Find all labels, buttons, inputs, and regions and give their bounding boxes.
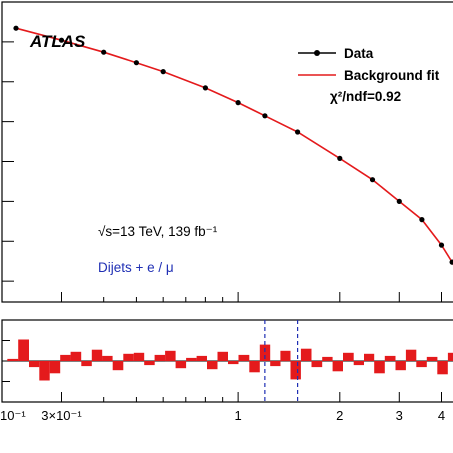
- residual-bar: [29, 361, 40, 368]
- residual-bar: [447, 352, 453, 361]
- main-panel: ATLAS Data Background fit χ²/ndf=0.92 √s…: [1, 1, 453, 303]
- energy-lumi-label: √s=13 TeV, 139 fb⁻¹: [98, 224, 218, 239]
- residual-bars: [7, 339, 453, 381]
- residual-bar: [165, 350, 176, 362]
- residual-bar: [416, 361, 427, 368]
- residual-bar: [81, 361, 92, 367]
- residual-bar: [175, 361, 187, 369]
- residual-bar: [207, 361, 218, 370]
- residual-bar: [154, 354, 166, 361]
- residual-bar: [343, 352, 354, 361]
- x-tick-labels: 10⁻¹ 3×10⁻¹ 1 2 3 4: [0, 408, 445, 423]
- data-point: [396, 198, 402, 204]
- main-y-ticks: [2, 1, 14, 282]
- residual-bar: [217, 351, 228, 361]
- legend-data-marker: [314, 50, 320, 56]
- x-tick-label: 3×10⁻¹: [41, 408, 82, 423]
- legend-data-label: Data: [344, 46, 374, 61]
- legend: Data Background fit χ²/ndf=0.92: [298, 46, 440, 104]
- data-point: [438, 242, 445, 248]
- residual-bar: [18, 339, 29, 361]
- residual-bar: [437, 361, 448, 375]
- residual-bar: [91, 349, 103, 361]
- residual-bar: [300, 348, 312, 361]
- data-point: [202, 85, 208, 91]
- residual-bar: [186, 357, 197, 361]
- main-panel-frame: [1, 1, 453, 303]
- data-point: [133, 60, 139, 66]
- residual-bar: [238, 354, 250, 361]
- residual-bar: [374, 361, 385, 374]
- residual-bar: [270, 361, 281, 367]
- x-tick-label: 10⁻¹: [0, 408, 26, 423]
- data-point: [235, 100, 241, 106]
- residual-bar: [353, 361, 364, 366]
- residual-bar: [384, 355, 396, 361]
- background-fit-curve: [15, 27, 453, 266]
- legend-fit-label: Background fit: [344, 68, 440, 83]
- residual-bar: [7, 358, 19, 361]
- residual-bar: [249, 361, 260, 373]
- data-point: [419, 217, 425, 223]
- residual-bar: [280, 350, 291, 362]
- x-tick-label: 2: [336, 408, 343, 423]
- residual-x-ticks: [60, 392, 442, 402]
- residual-bar: [259, 344, 271, 361]
- residual-bar: [311, 361, 323, 368]
- data-point: [58, 37, 65, 43]
- residual-bar: [228, 361, 239, 365]
- residual-bar: [290, 361, 301, 380]
- sample-label: Dijets + e / μ: [98, 260, 174, 275]
- residual-bar: [426, 356, 438, 361]
- residual-bar: [49, 361, 61, 374]
- residual-bar: [123, 353, 134, 361]
- legend-chi2: χ²/ndf=0.92: [330, 89, 401, 104]
- residual-bar: [196, 355, 207, 361]
- data-point: [449, 259, 453, 265]
- residual-bar: [144, 361, 155, 366]
- data-point: [262, 113, 268, 119]
- experiment-label: ATLAS: [29, 32, 86, 51]
- residual-bar: [405, 349, 417, 361]
- residual-bar: [322, 356, 333, 361]
- data-point: [13, 25, 19, 31]
- data-point: [369, 177, 376, 183]
- residual-bar: [364, 353, 375, 361]
- data-point: [295, 129, 301, 135]
- data-point: [101, 49, 107, 55]
- residual-bar: [395, 361, 406, 371]
- x-tick-label: 3: [396, 408, 403, 423]
- data-point: [337, 155, 343, 161]
- residual-bar: [70, 351, 82, 361]
- residual-y-ticks: [2, 340, 10, 382]
- data-point: [160, 69, 166, 75]
- residual-bar: [60, 354, 71, 361]
- x-tick-label: 1: [234, 408, 241, 423]
- residual-bar: [133, 352, 145, 361]
- residual-bar: [332, 361, 343, 372]
- residual-bar: [112, 361, 124, 371]
- main-x-ticks: [60, 292, 442, 302]
- main-plot-area: [13, 25, 453, 266]
- residual-bar: [102, 355, 113, 361]
- x-tick-label: 4: [438, 408, 445, 423]
- residual-bar: [39, 361, 50, 381]
- residual-panel: 10⁻¹ 3×10⁻¹ 1 2 3 4: [0, 319, 453, 423]
